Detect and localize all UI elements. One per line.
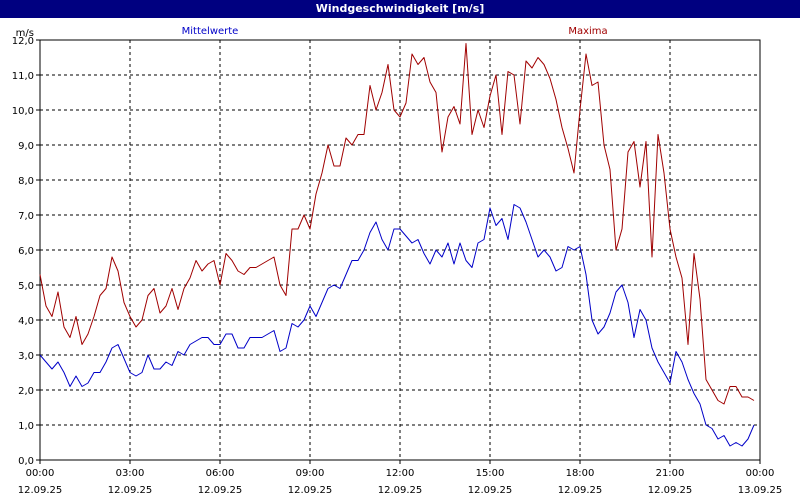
x-tick-date: 13.09.25 (738, 485, 783, 496)
y-tick-label: 1,0 (18, 421, 34, 432)
series-line-maxima (39, 43, 755, 405)
y-tick-label: 4,0 (18, 316, 34, 327)
x-tick-time: 18:00 (566, 468, 595, 479)
x-tick-time: 12:00 (386, 468, 415, 479)
y-axis-label: m/s (16, 28, 34, 39)
legend: Mittelwerte Maxima (182, 26, 608, 37)
x-tick-date: 12.09.25 (18, 485, 63, 496)
x-tick-date: 12.09.25 (378, 485, 423, 496)
grid (39, 39, 761, 461)
x-tick-date: 12.09.25 (648, 485, 693, 496)
y-tick-label: 10,0 (12, 106, 34, 117)
x-tick-time: 21:00 (656, 468, 685, 479)
y-tick-label: 6,0 (18, 246, 34, 257)
y-tick-label: 9,0 (18, 141, 34, 152)
y-tick-label: 12,0 (12, 36, 34, 47)
y-tick-label: 5,0 (18, 281, 34, 292)
y-tick-label: 2,0 (18, 386, 34, 397)
y-tick-label: 0,0 (18, 456, 34, 467)
series-lines (39, 43, 755, 447)
series-line-mittelwerte (39, 204, 755, 447)
x-tick-time: 00:00 (26, 468, 55, 479)
x-tick-time: 06:00 (206, 468, 235, 479)
legend-mittelwerte: Mittelwerte (182, 26, 239, 37)
x-tick-date: 12.09.25 (468, 485, 513, 496)
y-tick-label: 8,0 (18, 176, 34, 187)
axes: 0,0 1,0 2,0 3,0 4,0 5,0 6,0 7,0 8,0 9,0 10,0 11,0 12… (12, 28, 783, 496)
y-tick-label: 11,0 (12, 71, 34, 82)
x-tick-time: 15:00 (476, 468, 505, 479)
x-tick-date: 12.09.25 (288, 485, 333, 496)
y-tick-label: 3,0 (18, 351, 34, 362)
y-tick-label: 7,0 (18, 211, 34, 222)
x-tick-time: 09:00 (296, 468, 325, 479)
x-tick-date: 12.09.25 (198, 485, 243, 496)
x-tick-time: 00:00 (746, 468, 775, 479)
legend-maxima: Maxima (568, 26, 607, 37)
x-tick-date: 12.09.25 (108, 485, 153, 496)
x-tick-time: 03:00 (116, 468, 145, 479)
chart-title: Windgeschwindigkeit [m/s] (0, 0, 800, 18)
x-tick-date: 12.09.25 (558, 485, 603, 496)
